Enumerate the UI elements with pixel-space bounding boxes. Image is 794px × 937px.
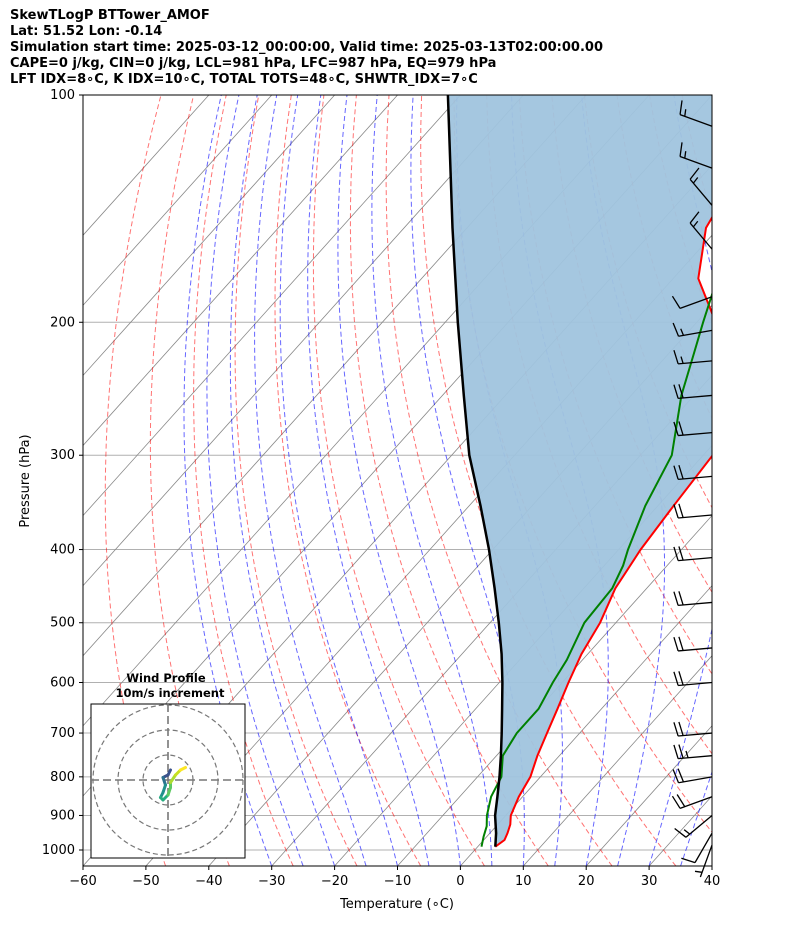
x-tick-label: −10 bbox=[384, 874, 411, 889]
isotherm-line bbox=[711, 865, 712, 866]
location-line: Lat: 51.52 Lon: -0.14 bbox=[10, 24, 163, 39]
dry-adiabat bbox=[780, 95, 794, 866]
y-tick-label: 500 bbox=[50, 616, 75, 631]
wind-barb bbox=[673, 671, 713, 687]
wind-barb bbox=[673, 721, 713, 737]
y-tick-label: 400 bbox=[50, 543, 75, 558]
y-tick-label: 300 bbox=[50, 448, 75, 463]
dry-adiabat bbox=[453, 95, 712, 834]
wind-barb bbox=[673, 465, 713, 481]
y-tick-label: 600 bbox=[50, 676, 75, 691]
dry-adiabat bbox=[385, 95, 613, 866]
chart-title: SkewTLogP BTTower_AMOF bbox=[10, 8, 210, 23]
isotherm-line bbox=[83, 95, 210, 236]
x-tick-label: −50 bbox=[132, 874, 159, 889]
x-tick-label: 30 bbox=[641, 874, 658, 889]
y-tick-label: 100 bbox=[50, 88, 75, 103]
dry-adiabat bbox=[274, 95, 422, 866]
time-line: Simulation start time: 2025-03-12_00:00:… bbox=[10, 40, 603, 55]
y-tick-label: 700 bbox=[50, 726, 75, 741]
wind-barb bbox=[673, 503, 713, 519]
isotherm-line bbox=[83, 95, 273, 306]
dewpoint-line bbox=[480, 291, 712, 847]
moist-adiabat bbox=[254, 95, 367, 866]
cape-line: CAPE=0 j/kg, CIN=0 j/kg, LCL=981 hPa, LF… bbox=[10, 56, 497, 71]
chart-header: SkewTLogP BTTower_AMOF Lat: 51.52 Lon: -… bbox=[10, 8, 603, 88]
wind-barb bbox=[672, 322, 713, 337]
wind-barb bbox=[671, 794, 713, 809]
hodograph-inset bbox=[90, 703, 246, 859]
isotherm-line bbox=[83, 95, 524, 587]
wind-barb bbox=[673, 349, 713, 365]
inset-subtitle: 10m/s increment bbox=[116, 686, 225, 700]
isotherm-line bbox=[523, 655, 712, 866]
wind-barb bbox=[679, 142, 713, 169]
x-axis-label: Temperature (∘C) bbox=[339, 897, 454, 912]
moist-adiabat bbox=[648, 95, 712, 866]
moist-adiabat bbox=[711, 864, 712, 866]
x-tick-label: 0 bbox=[456, 874, 464, 889]
wind-barb bbox=[672, 768, 713, 784]
x-tick-label: −20 bbox=[321, 874, 348, 889]
isotherm-line bbox=[83, 95, 398, 447]
moist-adiabat bbox=[371, 95, 493, 866]
dry-adiabat bbox=[193, 95, 294, 866]
wind-barb bbox=[689, 211, 713, 250]
wind-barb bbox=[674, 814, 713, 838]
wind-barb bbox=[673, 636, 713, 652]
wind-barb bbox=[673, 384, 713, 400]
moist-adiabat bbox=[229, 95, 336, 866]
dry-adiabat bbox=[747, 95, 794, 866]
y-tick-label: 1000 bbox=[42, 843, 75, 858]
isotherm-line bbox=[83, 95, 335, 377]
moist-adiabat bbox=[206, 95, 304, 866]
parcel-line bbox=[446, 95, 504, 847]
x-tick-label: −40 bbox=[195, 874, 222, 889]
isotherm-line bbox=[460, 585, 712, 866]
moist-adiabat bbox=[279, 95, 398, 866]
wind-barb bbox=[694, 844, 713, 878]
x-tick-label: −60 bbox=[69, 874, 96, 889]
wind-barb bbox=[673, 421, 713, 437]
wind-barb bbox=[673, 591, 713, 607]
wind-barb bbox=[689, 167, 713, 206]
y-tick-label: 800 bbox=[50, 770, 75, 785]
moist-adiabat bbox=[680, 770, 712, 866]
dry-adiabat bbox=[715, 95, 794, 866]
dry-adiabat bbox=[349, 95, 549, 866]
temperature-line bbox=[494, 215, 712, 848]
moist-adiabat bbox=[337, 95, 461, 866]
hodograph-segment bbox=[169, 773, 177, 784]
wind-barb bbox=[671, 295, 713, 309]
wind-barb bbox=[673, 546, 713, 562]
cin-shading bbox=[447, 95, 712, 847]
y-tick-label: 900 bbox=[50, 808, 75, 823]
indices-line: LFT IDX=8∘C, K IDX=10∘C, TOTAL TOTS=48∘C… bbox=[10, 72, 478, 87]
hodograph-segment bbox=[179, 766, 187, 772]
wind-barb bbox=[681, 832, 713, 864]
x-tick-label: 10 bbox=[515, 874, 532, 889]
inset-title: Wind Profile bbox=[126, 671, 206, 685]
moist-adiabat bbox=[183, 95, 273, 866]
x-tick-label: −30 bbox=[258, 874, 285, 889]
x-tick-label: 40 bbox=[704, 874, 721, 889]
isotherm-line bbox=[585, 725, 712, 866]
moist-adiabat bbox=[307, 95, 430, 866]
x-tick-label: 20 bbox=[578, 874, 595, 889]
y-tick-label: 200 bbox=[50, 315, 75, 330]
wind-barb bbox=[679, 100, 713, 127]
dry-adiabat bbox=[234, 95, 358, 866]
y-axis-label: Pressure (hPa) bbox=[18, 434, 33, 527]
dry-adiabat bbox=[312, 95, 485, 866]
wind-barb bbox=[673, 744, 713, 760]
isotherm-line bbox=[83, 95, 461, 517]
